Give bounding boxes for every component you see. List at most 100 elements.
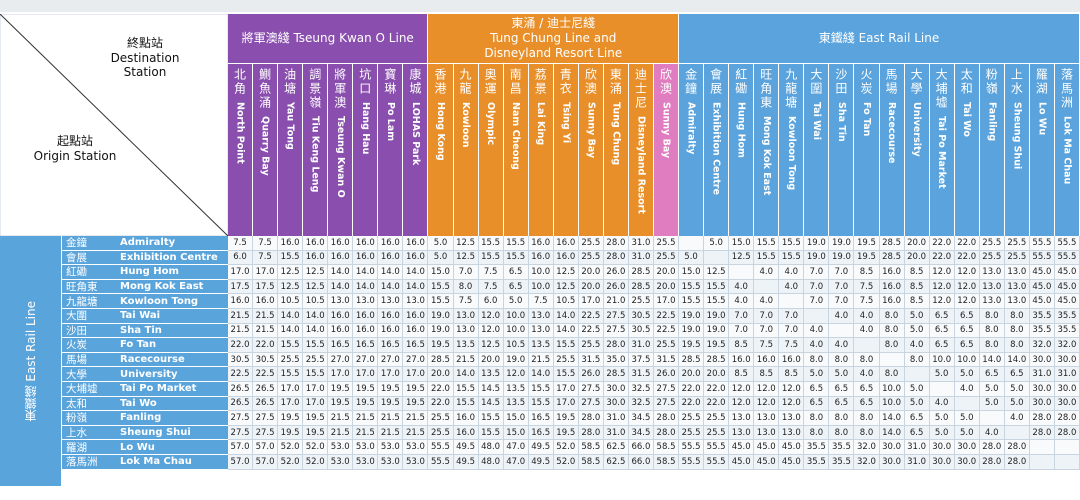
fare-cell: 4.0 (829, 309, 855, 324)
station-header: 沙田 Sha Tin (829, 63, 855, 236)
fare-cell: 19.0 (679, 309, 705, 324)
fare-cell: 45.0 (1054, 279, 1080, 295)
fare-cell: 17.0 (328, 367, 354, 382)
fare-cell: 16.0 (879, 279, 905, 295)
station-header: 大圍 Tai Wai (804, 63, 830, 236)
fare-cell: 4.0 (779, 279, 805, 295)
station-header: 奧運 Olympic (478, 63, 504, 236)
origin-line-box: 東鐵綫 East Rail Line (0, 236, 62, 486)
origin-zh: 上水 (62, 425, 115, 441)
fare-cell: 28.0 (1029, 425, 1055, 441)
fare-cell: 4.0 (729, 279, 755, 295)
station-zh: 粉嶺 (984, 68, 999, 96)
fare-cell: 19.5 (403, 396, 429, 412)
fare-cell: 12.0 (729, 382, 755, 397)
fare-cell: 14.0 (979, 352, 1005, 368)
fare-cell: 10.5 (303, 294, 329, 309)
fare-cell: 26.5 (253, 382, 279, 397)
fare-cell: 15.0 (679, 265, 705, 280)
fare-cell: 15.5 (779, 236, 805, 251)
fare-cell: 8.0 (854, 352, 880, 368)
station-zh: 荔景 (533, 68, 548, 96)
fare-cell: 19.5 (353, 396, 379, 412)
fare-cell: 12.5 (453, 236, 479, 251)
fare-cell: 14.0 (453, 367, 479, 382)
fare-cell: 25.5 (428, 411, 454, 426)
fare-cell: 55.5 (1054, 236, 1080, 251)
fare-cell: 30.0 (929, 440, 955, 455)
fare-cell: 17.0 (278, 382, 304, 397)
fare-cell: 21.5 (378, 425, 404, 441)
fare-cell: 28.5 (704, 352, 730, 368)
fare-cell: 35.5 (1054, 309, 1080, 324)
station-en: Tseung Kwan O (334, 116, 346, 198)
fare-cell: 12.0 (929, 279, 955, 295)
fare-cell: 7.0 (804, 265, 830, 280)
fare-cell: 30.0 (954, 440, 980, 455)
fare-cell: 19.0 (804, 250, 830, 266)
fare-cell: 21.5 (353, 411, 379, 426)
origin-zh: 火炭 (62, 338, 115, 353)
fare-cell: 16.0 (879, 265, 905, 280)
fare-cell: 7.0 (829, 279, 855, 295)
fare-cell: 13.0 (1004, 279, 1030, 295)
fare-cell: 31.5 (628, 367, 654, 382)
fare-cell: 45.0 (779, 440, 805, 455)
fare-cell (1029, 440, 1055, 455)
fare-cell: 16.5 (328, 338, 354, 353)
fare-cell (879, 352, 905, 368)
fare-cell: 27.5 (603, 309, 629, 324)
fare-cell: 30.5 (628, 309, 654, 324)
fare-cell: 31.5 (578, 352, 604, 368)
fare-cell: 14.0 (403, 279, 429, 295)
station-header: 坑口 Hang Hau (353, 63, 379, 236)
station-en: Kowloon (460, 102, 472, 148)
fare-cell: 7.5 (528, 294, 554, 309)
fare-cell: 15.0 (503, 425, 529, 441)
fare-cell: 30.0 (603, 382, 629, 397)
fare-cell: 21.5 (228, 309, 254, 324)
fare-cell: 27.5 (654, 382, 680, 397)
fare-cell (804, 309, 830, 324)
origin-zh: 落馬洲 (62, 455, 115, 470)
fare-cell: 12.0 (929, 265, 955, 280)
fare-cell: 15.5 (453, 396, 479, 412)
fare-cell: 13.0 (1004, 294, 1030, 309)
fare-cell: 19.0 (829, 236, 855, 251)
fare-cell: 6.5 (954, 309, 980, 324)
fare-cell: 52.0 (553, 455, 579, 470)
fare-cell: 8.0 (829, 425, 855, 441)
fare-cell: 7.5 (478, 265, 504, 280)
fare-cell: 7.5 (754, 338, 780, 353)
fare-cell: 14.0 (353, 265, 379, 280)
fare-cell: 20.0 (704, 367, 730, 382)
origin-zh: 紅磡 (62, 265, 115, 280)
fare-cell: 26.5 (228, 382, 254, 397)
fare-cell: 5.0 (904, 309, 930, 324)
origin-en: Mong Kok East (115, 279, 228, 295)
fare-cell: 26.0 (603, 279, 629, 295)
fare-cell: 12.5 (553, 265, 579, 280)
fare-cell: 17.0 (253, 265, 279, 280)
origin-en: Sha Tin (115, 323, 228, 339)
fare-cell: 15.5 (679, 294, 705, 309)
fare-cell: 27.5 (253, 411, 279, 426)
fare-cell: 15.5 (303, 338, 329, 353)
fare-cell: 21.5 (228, 323, 254, 339)
fare-cell: 5.0 (904, 382, 930, 397)
fare-cell: 13.0 (754, 411, 780, 426)
fare-cell: 5.0 (929, 425, 955, 441)
fare-cell: 19.0 (804, 236, 830, 251)
fare-cell: 8.0 (1004, 323, 1030, 339)
station-en: Yau Tong (284, 102, 296, 150)
fare-cell: 8.5 (754, 367, 780, 382)
fare-cell: 6.5 (829, 396, 855, 412)
station-header: 欣澳 Sunny Bay (578, 63, 604, 236)
station-zh: 迪士尼 (633, 68, 648, 110)
fare-cell: 28.5 (628, 279, 654, 295)
fare-cell: 13.0 (979, 279, 1005, 295)
fare-cell: 8.5 (854, 265, 880, 280)
fare-cell: 10.0 (503, 309, 529, 324)
fare-cell: 49.5 (528, 440, 554, 455)
fare-cell: 16.0 (403, 323, 429, 339)
